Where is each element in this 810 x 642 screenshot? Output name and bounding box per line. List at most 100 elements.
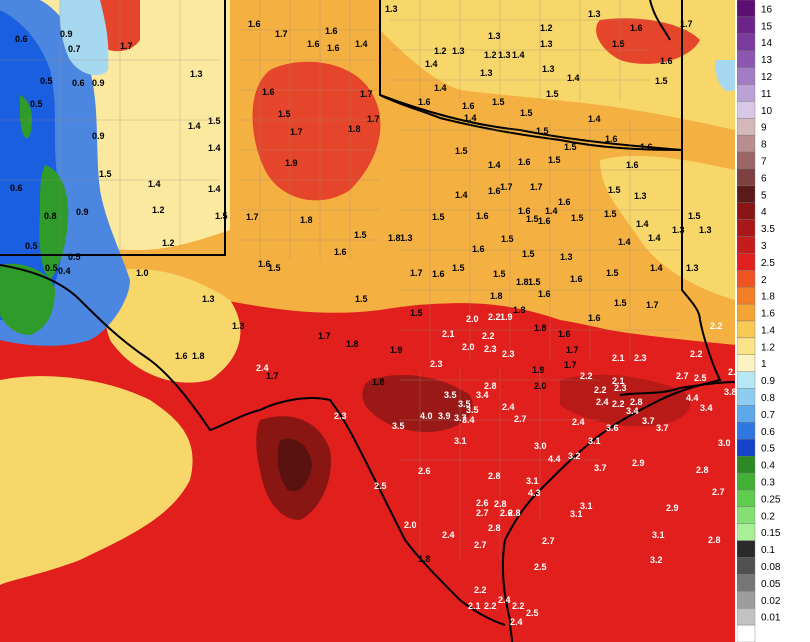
value-label: 2.2 — [580, 371, 593, 381]
value-label: 1.3 — [560, 252, 573, 262]
value-label: 1.0 — [136, 268, 149, 278]
value-label: 2.1 — [442, 329, 455, 339]
value-label: 2.8 — [630, 397, 643, 407]
value-label: 1.4 — [208, 143, 221, 153]
value-label: 1.3 — [232, 321, 245, 331]
value-label: 1.6 — [307, 39, 320, 49]
legend-label: 11 — [761, 89, 772, 100]
legend-label: 14 — [761, 38, 773, 49]
value-label: 3.2 — [568, 451, 581, 461]
value-label: 0.4 — [58, 266, 71, 276]
value-label: 1.5 — [655, 76, 668, 86]
value-label: 1.4 — [618, 237, 631, 247]
legend-swatch — [737, 16, 756, 34]
value-label: 3.7 — [454, 413, 467, 423]
value-label: 0.8 — [44, 211, 57, 221]
value-label: 3.5 — [392, 421, 405, 431]
legend-swatch — [737, 202, 756, 220]
value-label: 0.5 — [25, 241, 38, 251]
value-label: 1.5 — [455, 146, 468, 156]
value-label: 1.8 — [346, 339, 359, 349]
value-label: 2.6 — [418, 466, 431, 476]
legend-swatch — [737, 371, 756, 389]
value-label: 1.8 — [388, 233, 401, 243]
value-label: 1.6 — [626, 160, 639, 170]
legend-swatch — [737, 354, 756, 372]
legend-label: 12 — [761, 72, 773, 83]
value-label: 2.8 — [696, 465, 709, 475]
value-label: 1.6 — [605, 134, 618, 144]
value-label: 1.4 — [588, 114, 601, 124]
legend-label: 3.5 — [761, 224, 775, 235]
value-label: 2.4 — [572, 417, 585, 427]
panhandle-red — [252, 61, 381, 201]
value-label: 1.8 — [300, 215, 313, 225]
legend-swatch — [737, 33, 756, 51]
value-label: 1.4 — [488, 160, 501, 170]
value-label: 1.5 — [492, 97, 505, 107]
value-label: 1.3 — [480, 68, 493, 78]
value-label: 2.9 — [666, 503, 679, 513]
value-label: 2.2 — [710, 321, 723, 331]
value-label: 1.3 — [498, 50, 511, 60]
value-label: 2.2 — [512, 601, 525, 611]
legend-swatch — [737, 303, 756, 322]
value-label: 1.6 — [660, 56, 673, 66]
light-blue-strip — [59, 0, 109, 76]
value-labels: 0.90.60.7 1.71.61.61.71.6 1.41.61.31.21.31… — [10, 4, 735, 627]
value-label: 1.3 — [400, 233, 413, 243]
value-label: 2.4 — [510, 617, 523, 627]
value-label: 0.7 — [68, 44, 81, 54]
value-label: 1.4 — [355, 39, 368, 49]
value-label: 2.7 — [474, 540, 487, 550]
value-label: 1.5 — [546, 89, 559, 99]
legend-swatch — [737, 506, 756, 524]
value-label: 4.4 — [686, 393, 699, 403]
legend-label: 0.01 — [761, 613, 781, 624]
legend-label: 13 — [761, 55, 773, 66]
value-label: 3.1 — [454, 436, 467, 446]
value-label: 1.3 — [699, 225, 712, 235]
legend-label: 6 — [761, 173, 767, 184]
value-label: 1.7 — [500, 182, 513, 192]
legend-swatch — [737, 236, 756, 254]
legend-label: 0.3 — [761, 478, 775, 489]
legend-label: 10 — [761, 106, 773, 117]
value-label: 1.3 — [686, 263, 699, 273]
value-label: 1.5 — [493, 269, 506, 279]
legend-label: 0.08 — [761, 562, 781, 573]
legend-swatch — [737, 67, 756, 85]
value-label: 1.6 — [570, 274, 583, 284]
value-label: 1.6 — [518, 206, 531, 216]
legend-label: 0.2 — [761, 511, 775, 522]
value-label: 2.2 — [690, 349, 703, 359]
value-label: 2.8 — [508, 508, 521, 518]
legend-swatch — [737, 557, 756, 575]
value-label: 2.1 — [468, 601, 481, 611]
value-label: 2.3 — [634, 353, 647, 363]
legend-label: 0.6 — [761, 427, 775, 438]
value-label: 3.7 — [642, 416, 655, 426]
value-label: 1.8 — [534, 323, 547, 333]
legend-label: 0.4 — [761, 461, 775, 472]
value-label: 1.2 — [540, 23, 553, 33]
legend-swatch — [737, 168, 756, 187]
legend-label: 9 — [761, 123, 767, 134]
legend-label: 0.02 — [761, 596, 781, 607]
value-label: 1.8 — [372, 377, 385, 387]
value-label: 0.9 — [60, 29, 73, 39]
value-label: 2.0 — [462, 342, 475, 352]
legend-swatch — [737, 489, 756, 508]
value-label: 1.3 — [542, 64, 555, 74]
value-label: 3.7 — [656, 423, 669, 433]
value-label: 1.4 — [148, 179, 161, 189]
value-label: 0.9 — [92, 131, 105, 141]
value-label: 1.5 — [452, 263, 465, 273]
value-label: 1.3 — [540, 39, 553, 49]
central-red — [0, 303, 735, 642]
value-label: 2.6 — [476, 498, 489, 508]
value-label: 3.6 — [606, 423, 619, 433]
value-label: 2.7 — [542, 536, 555, 546]
value-label: 1.6 — [588, 313, 601, 323]
value-label: 1.3 — [452, 46, 465, 56]
